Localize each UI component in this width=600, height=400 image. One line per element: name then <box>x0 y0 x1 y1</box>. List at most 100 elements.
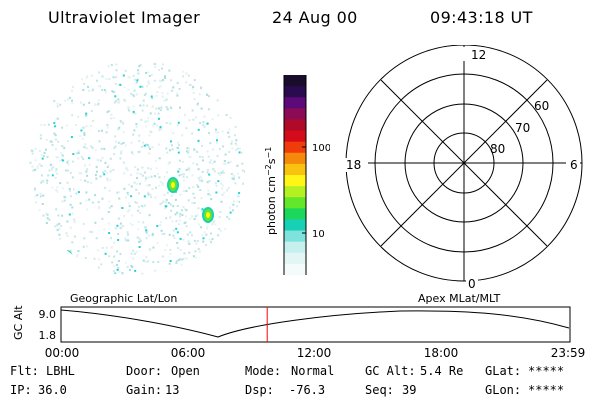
image-pixel <box>94 174 97 176</box>
image-pixel <box>234 182 237 185</box>
image-pixel-bright <box>176 231 179 234</box>
image-pixel <box>90 110 93 112</box>
uv-image-panel <box>25 50 250 284</box>
image-pixel <box>82 222 85 225</box>
image-pixel <box>97 249 99 252</box>
image-pixel <box>175 220 178 223</box>
image-pixel <box>132 105 135 108</box>
image-hotspot <box>61 250 73 266</box>
door-value: Open <box>171 364 200 378</box>
image-pixel-bright <box>68 213 71 216</box>
image-pixel <box>191 109 194 112</box>
image-pixel <box>133 252 136 255</box>
flt-label: Flt: <box>10 364 39 378</box>
image-pixel <box>162 63 164 66</box>
image-pixel <box>117 98 120 101</box>
image-pixel <box>219 174 222 176</box>
image-pixel <box>236 194 239 197</box>
image-pixel <box>139 239 142 242</box>
mode-label: Mode: <box>245 364 282 378</box>
image-pixel <box>118 100 121 103</box>
image-pixel <box>227 131 230 134</box>
image-pixel <box>135 123 138 126</box>
image-pixel <box>80 101 82 104</box>
image-pixel <box>196 163 199 166</box>
image-pixel <box>114 100 117 103</box>
image-pixel <box>82 157 85 160</box>
image-pixel <box>123 98 126 101</box>
image-pixel-bright <box>197 128 200 131</box>
image-pixel <box>182 190 185 192</box>
gcalt-label: GC Alt: <box>365 364 416 378</box>
polar-label-bg-top <box>458 47 482 61</box>
image-pixel <box>122 141 125 144</box>
image-pixel <box>194 215 197 218</box>
image-pixel <box>210 198 213 201</box>
image-pixel <box>221 130 224 133</box>
image-pixel <box>176 92 179 95</box>
image-pixel <box>224 153 227 156</box>
image-pixel <box>198 93 201 96</box>
image-pixel <box>46 182 49 184</box>
image-pixel <box>119 227 122 230</box>
image-pixel <box>212 168 215 171</box>
image-pixel <box>199 122 202 124</box>
image-pixel <box>147 191 150 194</box>
image-pixel <box>103 228 106 231</box>
image-pixel <box>155 159 157 162</box>
image-pixel <box>148 184 151 187</box>
image-pixel <box>57 214 60 217</box>
door-label: Door: <box>126 364 163 378</box>
image-pixel <box>133 129 136 132</box>
image-pixel <box>65 232 68 235</box>
image-pixel <box>157 112 160 115</box>
image-pixel <box>106 111 109 113</box>
image-pixel <box>206 171 209 174</box>
image-pixel <box>171 89 174 92</box>
image-pixel <box>224 162 227 165</box>
image-pixel-bright <box>215 191 218 194</box>
image-pixel <box>85 147 88 150</box>
image-pixel <box>76 255 78 258</box>
image-pixel <box>96 170 98 173</box>
image-pixel <box>138 237 141 240</box>
image-pixel <box>177 223 180 226</box>
image-pixel <box>56 229 59 232</box>
image-pixel <box>79 135 81 137</box>
image-pixel <box>207 155 210 158</box>
image-pixel <box>59 237 61 240</box>
image-pixel <box>200 107 203 110</box>
image-pixel <box>101 197 104 200</box>
image-pixel <box>170 79 172 82</box>
image-pixel <box>187 240 190 243</box>
image-pixel <box>128 208 131 211</box>
dsp-value: -76.3 <box>289 383 326 397</box>
image-pixel <box>130 141 133 144</box>
image-pixel <box>69 249 72 252</box>
image-pixel <box>123 215 126 217</box>
polar-label-bg-bottom <box>466 275 478 289</box>
image-pixel-bright <box>216 139 218 142</box>
image-pixel <box>77 250 80 252</box>
image-pixel <box>166 108 169 111</box>
image-pixel <box>135 188 138 191</box>
image-pixel <box>78 172 81 175</box>
image-pixel <box>199 175 202 178</box>
image-pixel <box>159 128 161 131</box>
image-pixel <box>134 201 137 204</box>
image-pixel <box>34 201 37 204</box>
image-pixel <box>213 160 216 163</box>
image-pixel <box>194 250 197 253</box>
image-pixel <box>147 82 150 85</box>
image-pixel <box>168 201 170 204</box>
image-pixel-bright <box>165 205 167 208</box>
image-pixel <box>164 77 166 79</box>
image-pixel <box>33 188 36 191</box>
timeline-ytick-bottom: 1.8 <box>39 329 57 342</box>
image-pixel <box>215 131 218 134</box>
image-pixel <box>206 169 209 171</box>
image-pixel <box>174 198 177 201</box>
image-pixel <box>148 74 151 77</box>
image-pixel <box>180 263 183 266</box>
image-pixel <box>152 105 154 107</box>
